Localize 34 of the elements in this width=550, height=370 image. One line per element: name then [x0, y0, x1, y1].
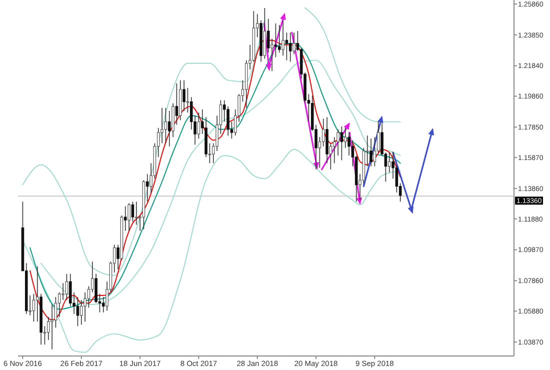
candlestick — [168, 110, 171, 147]
candlestick — [348, 132, 350, 156]
candlestick — [288, 32, 292, 62]
candlestick — [388, 152, 391, 173]
candlestick — [270, 38, 274, 72]
candlestick — [131, 201, 134, 222]
candlestick — [146, 174, 149, 202]
candlestick — [134, 201, 138, 226]
candlestick — [344, 127, 347, 148]
candlestick — [182, 80, 186, 112]
candlestick — [292, 32, 296, 55]
candlestick — [274, 22, 278, 58]
candlestick — [164, 108, 168, 144]
candlestick — [186, 88, 190, 113]
candlestick — [32, 294, 36, 322]
candlestick — [322, 118, 325, 147]
candlestick — [116, 244, 120, 270]
candlestick — [395, 164, 398, 193]
candlestick — [128, 202, 130, 232]
candlestick — [197, 112, 200, 140]
candlestick — [329, 142, 332, 170]
line-series — [22, 148, 401, 353]
candlestick — [50, 304, 54, 350]
candlestick — [370, 138, 372, 167]
candlestick — [278, 24, 281, 53]
candlestick — [102, 296, 105, 313]
candlestick — [340, 126, 344, 161]
candlestick — [124, 206, 127, 232]
candlestick — [36, 266, 39, 322]
candlestick — [84, 292, 86, 322]
candlestick — [175, 82, 178, 126]
candlestick — [54, 296, 58, 328]
candlestick — [62, 282, 64, 300]
candlestick — [208, 142, 212, 164]
